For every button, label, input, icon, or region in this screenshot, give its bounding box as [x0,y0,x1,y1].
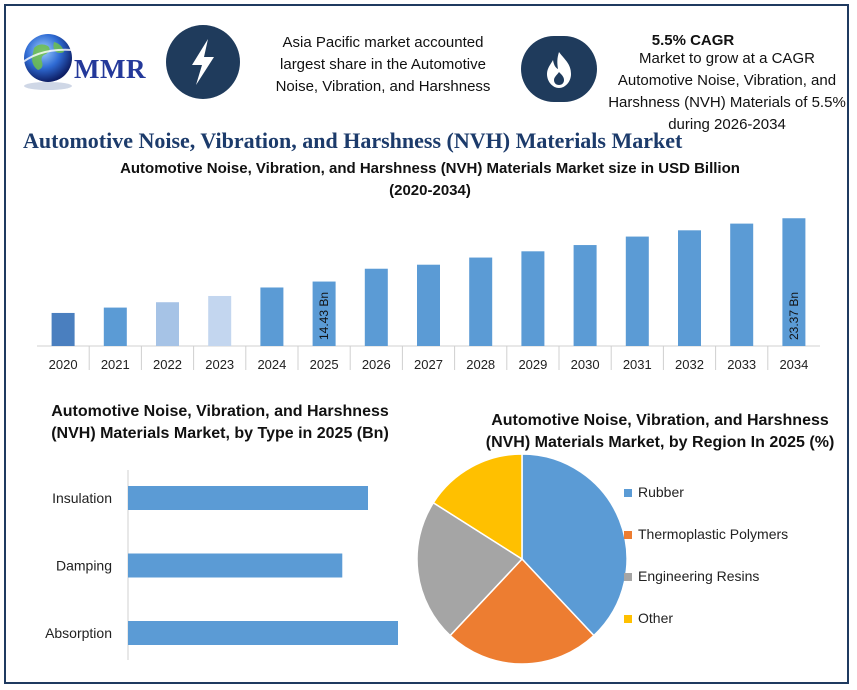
logo-text: MMR [74,54,146,84]
cagr-title: 5.5% CAGR [651,32,735,49]
bar-2027 [417,264,440,346]
pie-slice-other [432,453,523,561]
legend-label: Thermoplastic Polymers [638,526,789,542]
y-tick-label: Damping [56,558,112,574]
legend-item: Thermoplastic Polymers [624,526,844,568]
x-tick-label: 2024 [257,357,286,372]
bar-2026 [364,268,388,346]
bar-2032 [678,230,701,346]
x-tick-label: 2022 [153,357,182,372]
bar-2021 [103,307,127,346]
x-tick-label: 2030 [571,357,600,372]
bar-2033 [730,223,754,346]
hbar-insulation [128,486,368,510]
hbar-absorption [128,621,398,645]
pie-slice-engineering-resins [416,501,524,637]
legend-item: Other [624,610,844,652]
legend-label: Engineering Resins [638,568,760,584]
legend-label: Rubber [638,484,684,500]
x-tick-label: 2025 [310,357,339,372]
x-tick-label: 2032 [675,357,704,372]
bar-2022 [156,302,179,346]
pie-slice-thermoplastic-polymers [449,557,595,665]
main-title: Automotive Noise, Vibration, and Harshne… [23,128,683,153]
bar-2030 [573,245,597,346]
x-tick-label: 2027 [414,357,443,372]
bar-2024 [260,287,284,346]
legend-swatch [624,615,632,624]
flame-icon [521,36,597,102]
bar-2031 [625,236,649,346]
globe-icon [17,34,73,90]
bar-2020 [51,312,75,346]
pie-slice-rubber [521,453,628,637]
info-left-text: Asia Pacific market accounted largest sh… [275,34,491,95]
x-tick-label: 2031 [623,357,652,372]
bar-2034 [782,218,806,346]
lightning-bolt-icon [166,25,240,99]
bar-2023 [208,295,232,346]
x-tick-label: 2023 [205,357,234,372]
info-right-text: Market to grow at a CAGR Automotive Nois… [608,50,846,133]
x-tick-label: 2028 [466,357,495,372]
bar-data-label: 14.43 Bn [317,292,331,340]
x-tick-label: 2033 [727,357,756,372]
legend-swatch [624,489,632,498]
y-tick-label: Insulation [52,490,112,506]
page-frame [4,4,849,684]
y-tick-label: Absorption [45,625,112,641]
x-tick-label: 2029 [518,357,547,372]
legend-label: Other [638,610,674,626]
bar-2028 [469,257,493,346]
x-tick-label: 2021 [101,357,130,372]
pie-legend: Rubber Thermoplastic Polymers Engineering … [624,484,844,652]
type-chart-title: Automotive Noise, Vibration, and Harshne… [51,403,389,442]
hbar-damping [128,553,343,578]
legend-swatch [624,573,632,582]
bar-data-label: 23.37 Bn [787,292,801,340]
bar-chart-title: Automotive Noise, Vibration, and Harshne… [120,160,740,199]
bar-2029 [521,251,545,346]
mmr-logo: MMR [14,22,164,94]
x-tick-label: 2034 [779,357,808,372]
region-chart-title: Automotive Noise, Vibration, and Harshne… [485,412,835,451]
x-tick-label: 2020 [49,357,78,372]
legend-item: Rubber [624,484,844,526]
legend-item: Engineering Resins [624,568,844,610]
bar-2025 [312,281,336,346]
x-tick-label: 2026 [362,357,391,372]
legend-swatch [624,531,632,540]
